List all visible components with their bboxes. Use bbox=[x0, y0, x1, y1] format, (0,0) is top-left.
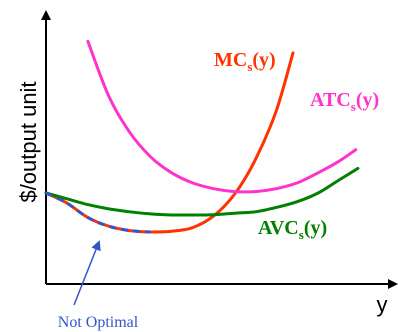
avc-label: AVCs(y) bbox=[258, 217, 327, 242]
atc-label: ATCs(y) bbox=[310, 89, 379, 114]
avc-label-tail: (y) bbox=[304, 217, 327, 239]
avc-curve bbox=[44, 166, 360, 217]
atc-label-tail: (y) bbox=[356, 89, 379, 111]
not-optimal-annotation: Not Optimal bbox=[58, 314, 139, 331]
y-axis-title: $/output unit bbox=[16, 81, 41, 202]
mc-label: MCs(y) bbox=[214, 49, 276, 74]
mc-curve bbox=[44, 51, 295, 234]
not-optimal-dashed-segment bbox=[45, 191, 151, 234]
curves bbox=[44, 39, 360, 234]
mc-label-tail: (y) bbox=[252, 49, 275, 71]
mc-label-sub: s bbox=[247, 59, 252, 74]
labels: MCs(y)ATCs(y)AVCs(y) bbox=[73, 49, 379, 306]
atc-label-sub: s bbox=[351, 99, 356, 114]
avc-label-main: AVC bbox=[258, 217, 299, 239]
atc-curve bbox=[86, 39, 358, 194]
avc-label-sub: s bbox=[299, 227, 304, 242]
x-axis-title: y bbox=[377, 292, 388, 317]
mc-label-main: MC bbox=[214, 49, 247, 71]
not-optimal-arrow bbox=[73, 240, 101, 306]
atc-label-main: ATC bbox=[310, 89, 351, 111]
axes bbox=[41, 10, 398, 289]
